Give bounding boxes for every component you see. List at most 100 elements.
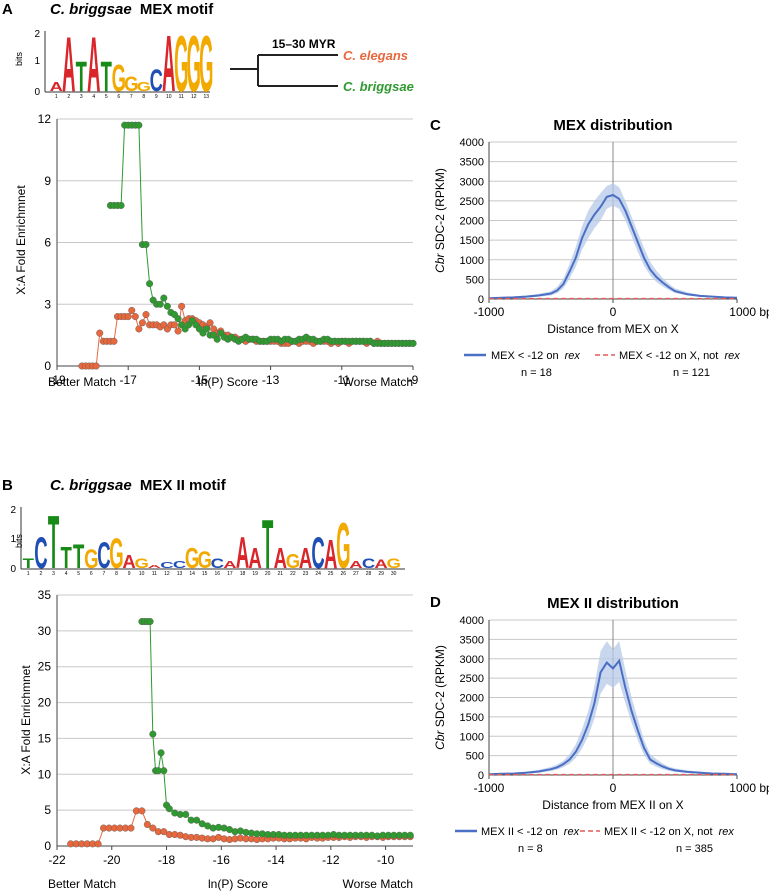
logo-letter: C [97, 536, 110, 576]
logo-position-number: 5 [77, 571, 80, 577]
logo-position-number: 8 [115, 571, 118, 577]
legend-c-solid-text: MEX < -12 on [491, 350, 559, 362]
data-point [160, 294, 168, 302]
y-tick-label: 1000 [460, 255, 484, 267]
logo-position-number: 11 [152, 571, 157, 577]
logo-position-number: 13 [203, 94, 209, 100]
x-tick-label: -14 [267, 853, 285, 867]
logo-position-number: 20 [265, 571, 271, 577]
logo-letter: A [349, 559, 363, 571]
data-point [146, 280, 154, 288]
data-point [131, 313, 139, 321]
data-point [94, 840, 102, 848]
panel-b-letter: B [2, 477, 13, 494]
logo-position-number: 3 [80, 94, 83, 100]
logo-position-number: 13 [177, 571, 183, 577]
y-tick-label: 35 [38, 588, 52, 602]
logo-letter: T [76, 53, 87, 100]
logo-letter: G [187, 19, 201, 109]
logo-position-number: 12 [191, 94, 197, 100]
x-tick-label: -18 [158, 853, 176, 867]
data-point [406, 831, 414, 839]
y-tick-label: 1000 [460, 731, 484, 743]
legend-d-solid-text: MEX II < -12 on [481, 826, 558, 838]
logo-letter: G [197, 545, 211, 573]
panel-c-letter: C [430, 117, 441, 134]
y-tick-label: 0 [44, 359, 51, 373]
y-axis-label-rest: SDC-2 (RPKM) [433, 645, 447, 727]
data-point [156, 300, 164, 308]
panel-b-ylabel: X:A Fold Enrichmnet [19, 665, 33, 775]
panel-a-title-rest: MEX motif [140, 1, 214, 18]
series-line [141, 621, 411, 837]
data-point [135, 121, 143, 129]
logo-position-number: 6 [90, 571, 93, 577]
x-tick-label: 0 [610, 305, 617, 319]
data-point [117, 201, 125, 209]
logo-letter: C [211, 555, 224, 571]
y-tick-label: 20 [38, 696, 52, 710]
logo-position-number: 23 [303, 571, 309, 577]
logo-letter: A [374, 558, 387, 571]
logo-letter: T [60, 541, 72, 575]
logo-letter: A [122, 551, 135, 572]
logo-position-number: 10 [166, 94, 172, 100]
series-line [110, 124, 413, 344]
legend-d-dash-n: n = 385 [676, 843, 713, 855]
y-tick-label: 3 [44, 297, 51, 311]
data-point [409, 339, 417, 347]
panel-a-title: C. briggsae MEX motif [50, 1, 214, 18]
data-point [128, 306, 136, 314]
logo-letter: G [174, 19, 188, 109]
panel-a-enrichment-plot: 0 3 6 9 12 -19 -17 -15 -13 -11 -9 [38, 112, 419, 387]
data-point [174, 327, 182, 335]
tree-species-briggsae: C. briggsae [343, 79, 414, 94]
logo-position-number: 21 [278, 571, 284, 577]
data-point [143, 820, 151, 828]
data-point [160, 828, 168, 836]
x-axis-label: Distance from MEX II on X [542, 798, 683, 812]
panel-b-enrichment-plot: 0 5 10 15 20 25 30 35 -22 -20 -18 -16 -14 -12 -10 [38, 588, 414, 867]
logo-letter: G [124, 73, 138, 96]
logo-letter: G [134, 555, 148, 571]
chart-title: MEX distribution [553, 117, 672, 134]
logo-letter: T [262, 505, 273, 583]
panel-b-title: C. briggsae MEX II motif [50, 477, 227, 494]
x-tick-label: -13 [262, 373, 280, 387]
tree-species-elegans: C. elegans [343, 48, 408, 63]
data-point [127, 824, 135, 832]
logo-b-position-numbers: 1 2 3 4 5 6 7 8 9 10 11 12 13 14 15 16 17 18 19 20 21 22 23 24 2… [27, 571, 397, 577]
legend-d-solid-label: MEX II < -12 on rex [481, 826, 580, 838]
y-tick-label: 30 [38, 624, 52, 638]
y-tick-label: 500 [466, 274, 484, 286]
logo-letter: A [274, 543, 287, 575]
data-point [193, 816, 201, 824]
y-tick-label: 3000 [460, 176, 484, 188]
logo-letter: A [299, 543, 312, 575]
data-point [182, 810, 190, 818]
y-axis-label: Cbr SDC-2 (RPKM) [433, 168, 447, 273]
y-tick-label: 9 [44, 174, 51, 188]
y-tick-label: 4000 [460, 137, 484, 149]
logo-position-number: 6 [117, 94, 120, 100]
y-tick-label: 25 [38, 660, 52, 674]
legend-d-solid-n: n = 8 [518, 843, 543, 855]
panel-a-xlabel-left: Better Match [48, 375, 116, 389]
logo-position-number: 3 [52, 571, 55, 577]
logo-position-number: 10 [139, 571, 145, 577]
logo-letter: G [185, 543, 199, 575]
x-tick-label: -20 [103, 853, 121, 867]
y-tick-label: 5 [44, 803, 51, 817]
legend-c-dash-n: n = 121 [673, 367, 710, 379]
y-tick-label: 0 [478, 770, 484, 782]
logo-letter: A [236, 529, 249, 579]
series-line-solid [488, 193, 738, 300]
legend-d-dash-italic: rex [719, 826, 735, 838]
logo-b-ytick: 1 [10, 534, 16, 545]
y-tick-label: 1500 [460, 235, 484, 247]
data-point [213, 335, 221, 343]
y-tick-label: 3500 [460, 157, 484, 169]
logo-position-number: 19 [252, 571, 258, 577]
